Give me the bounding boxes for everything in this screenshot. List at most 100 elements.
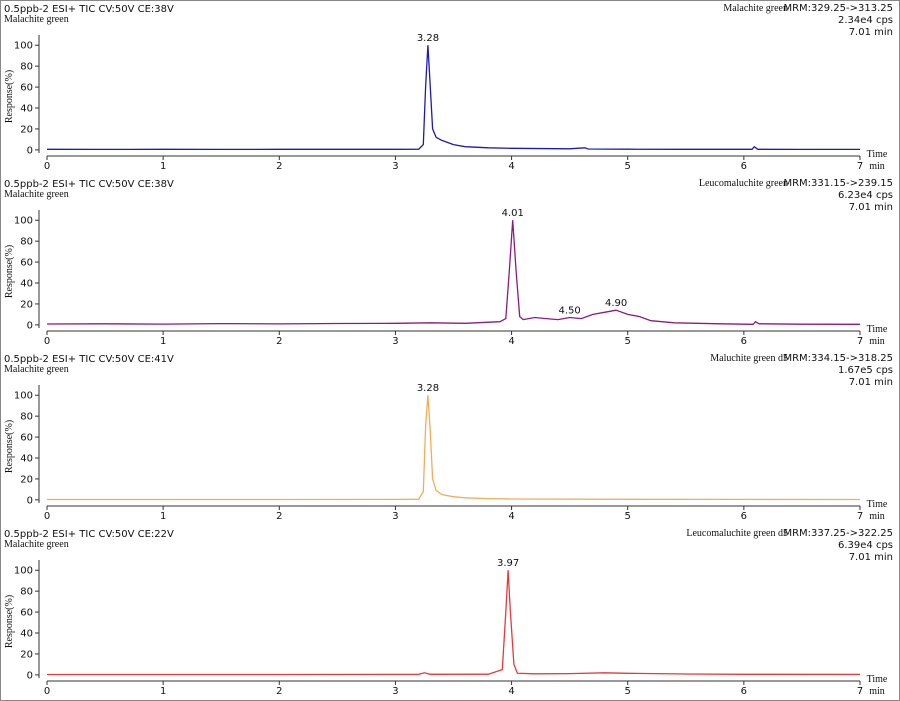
x-tick-label: 2	[276, 161, 282, 172]
x-tick-label: 6	[741, 336, 747, 347]
peak-label: 4.50	[559, 306, 581, 317]
x-tick-label: 7	[857, 686, 863, 697]
y-tick-label: 40	[20, 104, 33, 115]
x-tick-label: 1	[160, 511, 166, 522]
run-title: 0.5ppb-2 ESI+ TIC CV:50V CE:38V	[4, 4, 174, 15]
trace	[47, 570, 861, 676]
intensity: 6.39e4 cps	[838, 540, 893, 551]
peak-label: 3.28	[417, 33, 439, 44]
x-axis-unit: min	[869, 511, 885, 522]
x-tick-label: 6	[741, 511, 747, 522]
y-axis-label: Response(%)	[4, 420, 15, 473]
y-tick-label: 80	[20, 62, 33, 73]
x-axis-label: Time	[867, 149, 888, 160]
y-tick-label: 60	[20, 83, 33, 94]
x-tick-label: 0	[44, 686, 50, 697]
x-tick-label: 2	[276, 686, 282, 697]
x-tick-label: 6	[741, 161, 747, 172]
x-tick-label: 1	[160, 336, 166, 347]
x-tick-label: 3	[392, 336, 398, 347]
x-tick-label: 2	[276, 511, 282, 522]
x-tick-label: 3	[392, 511, 398, 522]
x-tick-label: 7	[857, 161, 863, 172]
y-tick-label: 60	[20, 258, 33, 269]
x-tick-label: 3	[392, 686, 398, 697]
y-tick-label: 60	[20, 608, 33, 619]
run-subtitle: Malachite green	[4, 539, 69, 550]
x-tick-label: 5	[625, 161, 631, 172]
x-tick-label: 4	[508, 511, 514, 522]
x-tick-label: 5	[625, 336, 631, 347]
compound-name: Leucomaluchite green d5	[686, 528, 788, 539]
compound-name: Maluchite green d5	[710, 353, 788, 364]
run-subtitle: Malachite green	[4, 189, 69, 200]
y-tick-label: 20	[20, 299, 33, 310]
y-tick-label: 40	[20, 454, 33, 465]
mrm: MRM:337.25->322.25	[783, 528, 893, 539]
x-tick-label: 6	[741, 686, 747, 697]
y-tick-label: 20	[20, 649, 33, 660]
mrm: MRM:329.25->313.25	[783, 3, 893, 14]
trace	[47, 395, 861, 501]
y-tick-label: 100	[14, 566, 33, 577]
trace	[46, 45, 860, 151]
x-tick-label: 7	[857, 511, 863, 522]
y-tick-label: 100	[14, 216, 33, 227]
mrm: MRM:331.15->239.15	[783, 178, 893, 189]
x-axis-unit: min	[869, 161, 885, 172]
intensity: 1.67e5 cps	[838, 365, 893, 376]
y-tick-label: 80	[20, 237, 33, 248]
x-tick-label: 0	[44, 511, 50, 522]
run-subtitle: Malachite green	[4, 364, 69, 375]
y-axis-label: Response(%)	[4, 70, 15, 123]
intensity: 2.34e4 cps	[838, 15, 893, 26]
x-tick-label: 1	[160, 686, 166, 697]
y-axis-label: Response(%)	[4, 245, 15, 298]
x-tick-label: 3	[392, 161, 398, 172]
compound-name: Malachite green	[723, 3, 788, 14]
x-axis-label: Time	[867, 674, 888, 685]
y-tick-label: 0	[27, 495, 33, 506]
x-tick-label: 0	[44, 336, 50, 347]
y-tick-label: 20	[20, 124, 33, 135]
y-tick-label: 40	[20, 629, 33, 640]
x-tick-label: 0	[44, 161, 50, 172]
peak-label: 4.90	[605, 298, 627, 309]
x-axis-unit: min	[869, 686, 885, 697]
time-range: 7.01 min	[849, 27, 893, 38]
y-tick-label: 80	[20, 587, 33, 598]
x-axis-unit: min	[869, 336, 885, 347]
y-tick-label: 0	[27, 145, 33, 156]
y-tick-label: 80	[20, 412, 33, 423]
time-range: 7.01 min	[849, 202, 893, 213]
y-tick-label: 40	[20, 279, 33, 290]
x-tick-label: 5	[625, 511, 631, 522]
x-tick-label: 1	[160, 161, 166, 172]
run-title: 0.5ppb-2 ESI+ TIC CV:50V CE:22V	[4, 529, 174, 540]
y-tick-label: 100	[14, 41, 33, 52]
x-tick-label: 4	[508, 686, 514, 697]
y-tick-label: 0	[27, 320, 33, 331]
trace	[46, 220, 861, 325]
x-tick-label: 4	[508, 336, 514, 347]
peak-label: 3.97	[497, 558, 519, 569]
x-tick-label: 4	[508, 161, 514, 172]
y-tick-label: 100	[14, 391, 33, 402]
y-tick-label: 0	[27, 670, 33, 681]
x-tick-label: 5	[625, 686, 631, 697]
x-tick-label: 2	[276, 336, 282, 347]
intensity: 6.23e4 cps	[838, 190, 893, 201]
mrm: MRM:334.15->318.25	[783, 353, 893, 364]
compound-name: Leucomaluchite green	[699, 178, 788, 189]
run-title: 0.5ppb-2 ESI+ TIC CV:50V CE:38V	[4, 179, 174, 190]
time-range: 7.01 min	[849, 552, 893, 563]
y-tick-label: 20	[20, 474, 33, 485]
y-axis-label: Response(%)	[4, 595, 15, 648]
y-tick-label: 60	[20, 433, 33, 444]
time-range: 7.01 min	[849, 377, 893, 388]
x-axis-label: Time	[867, 499, 888, 510]
run-subtitle: Malachite green	[4, 14, 69, 25]
run-title: 0.5ppb-2 ESI+ TIC CV:50V CE:41V	[4, 354, 174, 365]
